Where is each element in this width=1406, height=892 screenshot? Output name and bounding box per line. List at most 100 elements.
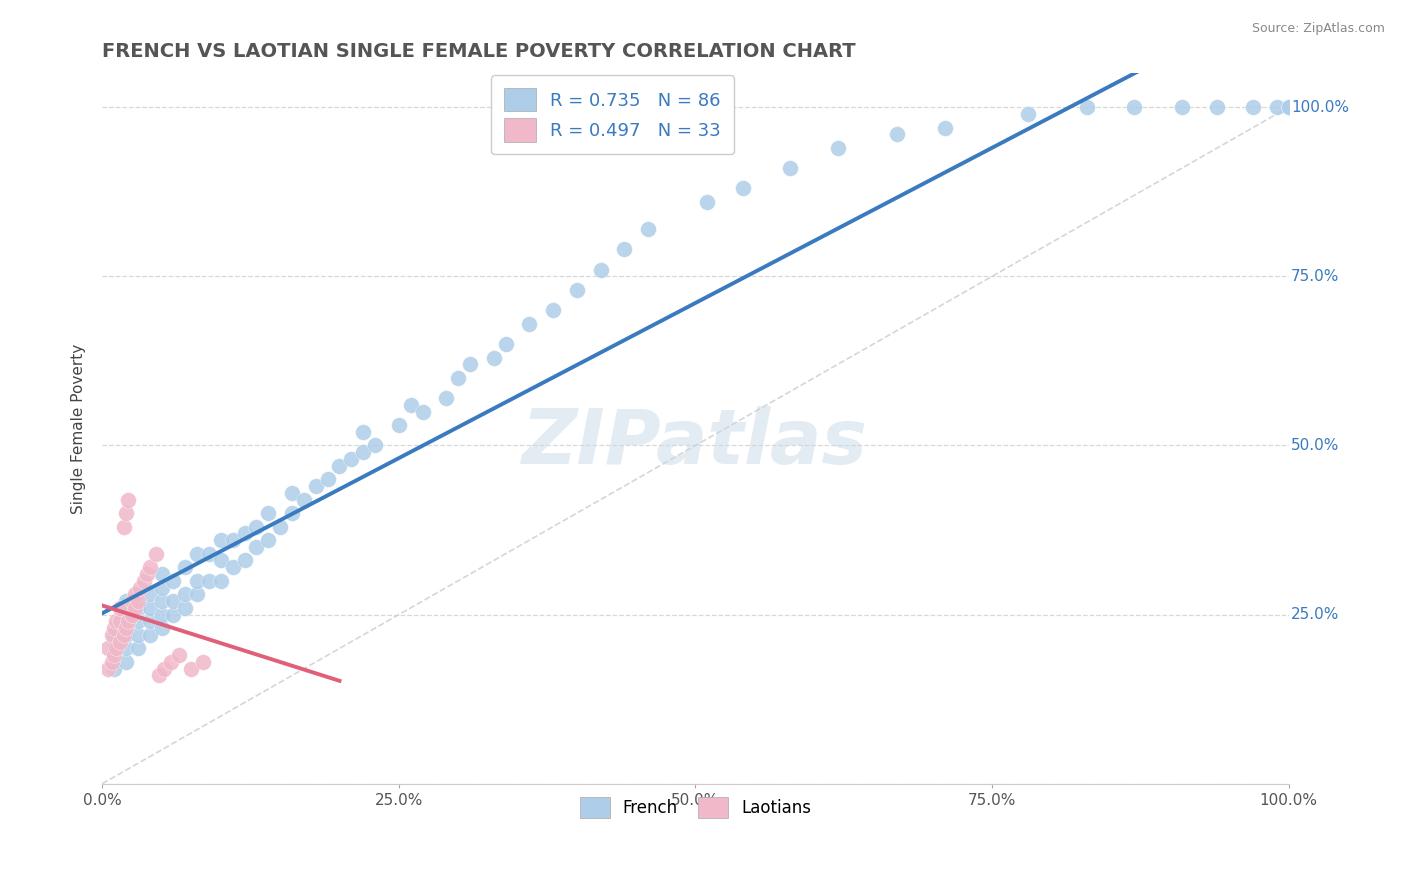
Point [121, 594, 143, 608]
Point [115, 506, 138, 520]
Point [541, 303, 564, 318]
Point [209, 533, 232, 548]
Point [162, 574, 184, 588]
Point [388, 418, 411, 433]
Point [162, 607, 184, 622]
Point [696, 194, 718, 209]
Text: 75.0%: 75.0% [1291, 268, 1340, 284]
Point [174, 560, 197, 574]
Text: 50.0%: 50.0% [1291, 438, 1340, 453]
Point [495, 337, 517, 351]
Point [112, 519, 135, 533]
Point [257, 533, 280, 548]
Point [124, 600, 146, 615]
Point [434, 391, 457, 405]
Point [145, 547, 167, 561]
Point [115, 594, 138, 608]
Point [162, 594, 184, 608]
Point [150, 594, 173, 608]
Point [97, 641, 120, 656]
Point [292, 492, 315, 507]
Point [169, 648, 191, 663]
Point [115, 641, 138, 656]
Point [127, 615, 149, 629]
Point [115, 615, 138, 629]
Point [305, 479, 328, 493]
Point [174, 587, 197, 601]
Point [565, 283, 588, 297]
Point [108, 634, 131, 648]
Point [245, 540, 267, 554]
Y-axis label: Single Female Poverty: Single Female Poverty [72, 343, 86, 514]
Point [281, 506, 304, 520]
Point [115, 607, 138, 622]
Point [352, 445, 374, 459]
Point [150, 581, 173, 595]
Point [637, 222, 659, 236]
Point [103, 648, 125, 663]
Point [198, 547, 221, 561]
Point [1123, 100, 1146, 114]
Point [222, 560, 245, 574]
Point [1241, 100, 1264, 114]
Point [447, 371, 470, 385]
Point [1278, 100, 1301, 114]
Text: FRENCH VS LAOTIAN SINGLE FEMALE POVERTY CORRELATION CHART: FRENCH VS LAOTIAN SINGLE FEMALE POVERTY … [103, 42, 856, 61]
Text: 25.0%: 25.0% [1291, 607, 1340, 622]
Point [1278, 100, 1301, 114]
Point [1265, 100, 1288, 114]
Point [316, 472, 339, 486]
Point [827, 141, 849, 155]
Point [1171, 100, 1194, 114]
Point [257, 506, 280, 520]
Point [127, 628, 149, 642]
Point [731, 181, 754, 195]
Point [115, 628, 138, 642]
Point [121, 607, 143, 622]
Point [458, 357, 481, 371]
Point [105, 615, 128, 629]
Point [150, 567, 173, 582]
Point [100, 628, 122, 642]
Point [198, 574, 221, 588]
Point [127, 641, 149, 656]
Legend: French, Laotians: French, Laotians [572, 790, 818, 825]
Point [245, 519, 267, 533]
Point [779, 161, 801, 175]
Point [124, 587, 146, 601]
Point [589, 262, 612, 277]
Point [934, 120, 956, 135]
Point [103, 641, 125, 656]
Point [186, 547, 208, 561]
Point [482, 351, 505, 365]
Point [233, 526, 256, 541]
Point [150, 621, 173, 635]
Point [108, 600, 131, 615]
Point [115, 600, 138, 615]
Point [117, 492, 139, 507]
Point [115, 621, 138, 635]
Point [103, 621, 125, 635]
Point [138, 560, 160, 574]
Point [97, 662, 120, 676]
Point [180, 662, 202, 676]
Point [613, 242, 636, 256]
Point [222, 533, 245, 548]
Point [115, 655, 138, 669]
Point [127, 587, 149, 601]
Point [150, 607, 173, 622]
Point [269, 519, 291, 533]
Point [1017, 107, 1039, 121]
Point [108, 615, 131, 629]
Point [138, 615, 160, 629]
Text: Source: ZipAtlas.com: Source: ZipAtlas.com [1251, 22, 1385, 36]
Point [174, 600, 197, 615]
Point [209, 553, 232, 567]
Point [399, 398, 422, 412]
Point [412, 405, 434, 419]
Point [1076, 100, 1098, 114]
Point [186, 587, 208, 601]
Point [112, 628, 135, 642]
Point [100, 655, 122, 669]
Point [209, 574, 232, 588]
